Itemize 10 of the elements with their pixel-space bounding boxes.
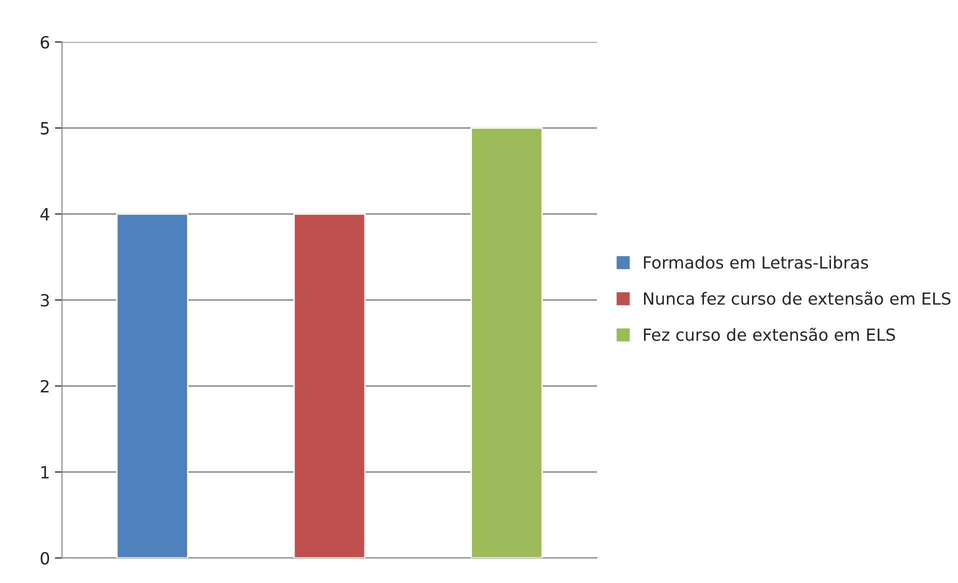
y-tick-label: 6 (40, 36, 50, 49)
y-tick-label: 2 (40, 380, 49, 392)
y-tick-label: 5 (40, 122, 49, 135)
y-tick-label: 4 (40, 208, 50, 220)
legend-label: Formados em Letras-Libras (644, 256, 868, 269)
y-tick-label: 1 (41, 466, 49, 478)
legend-label: Nunca fez curso de extensão em ELS (644, 292, 950, 305)
y-tick-label: 0 (40, 552, 50, 565)
legend-label: Fez curso de extensão em ELS (644, 328, 896, 341)
y-tick-label: 3 (40, 294, 49, 307)
